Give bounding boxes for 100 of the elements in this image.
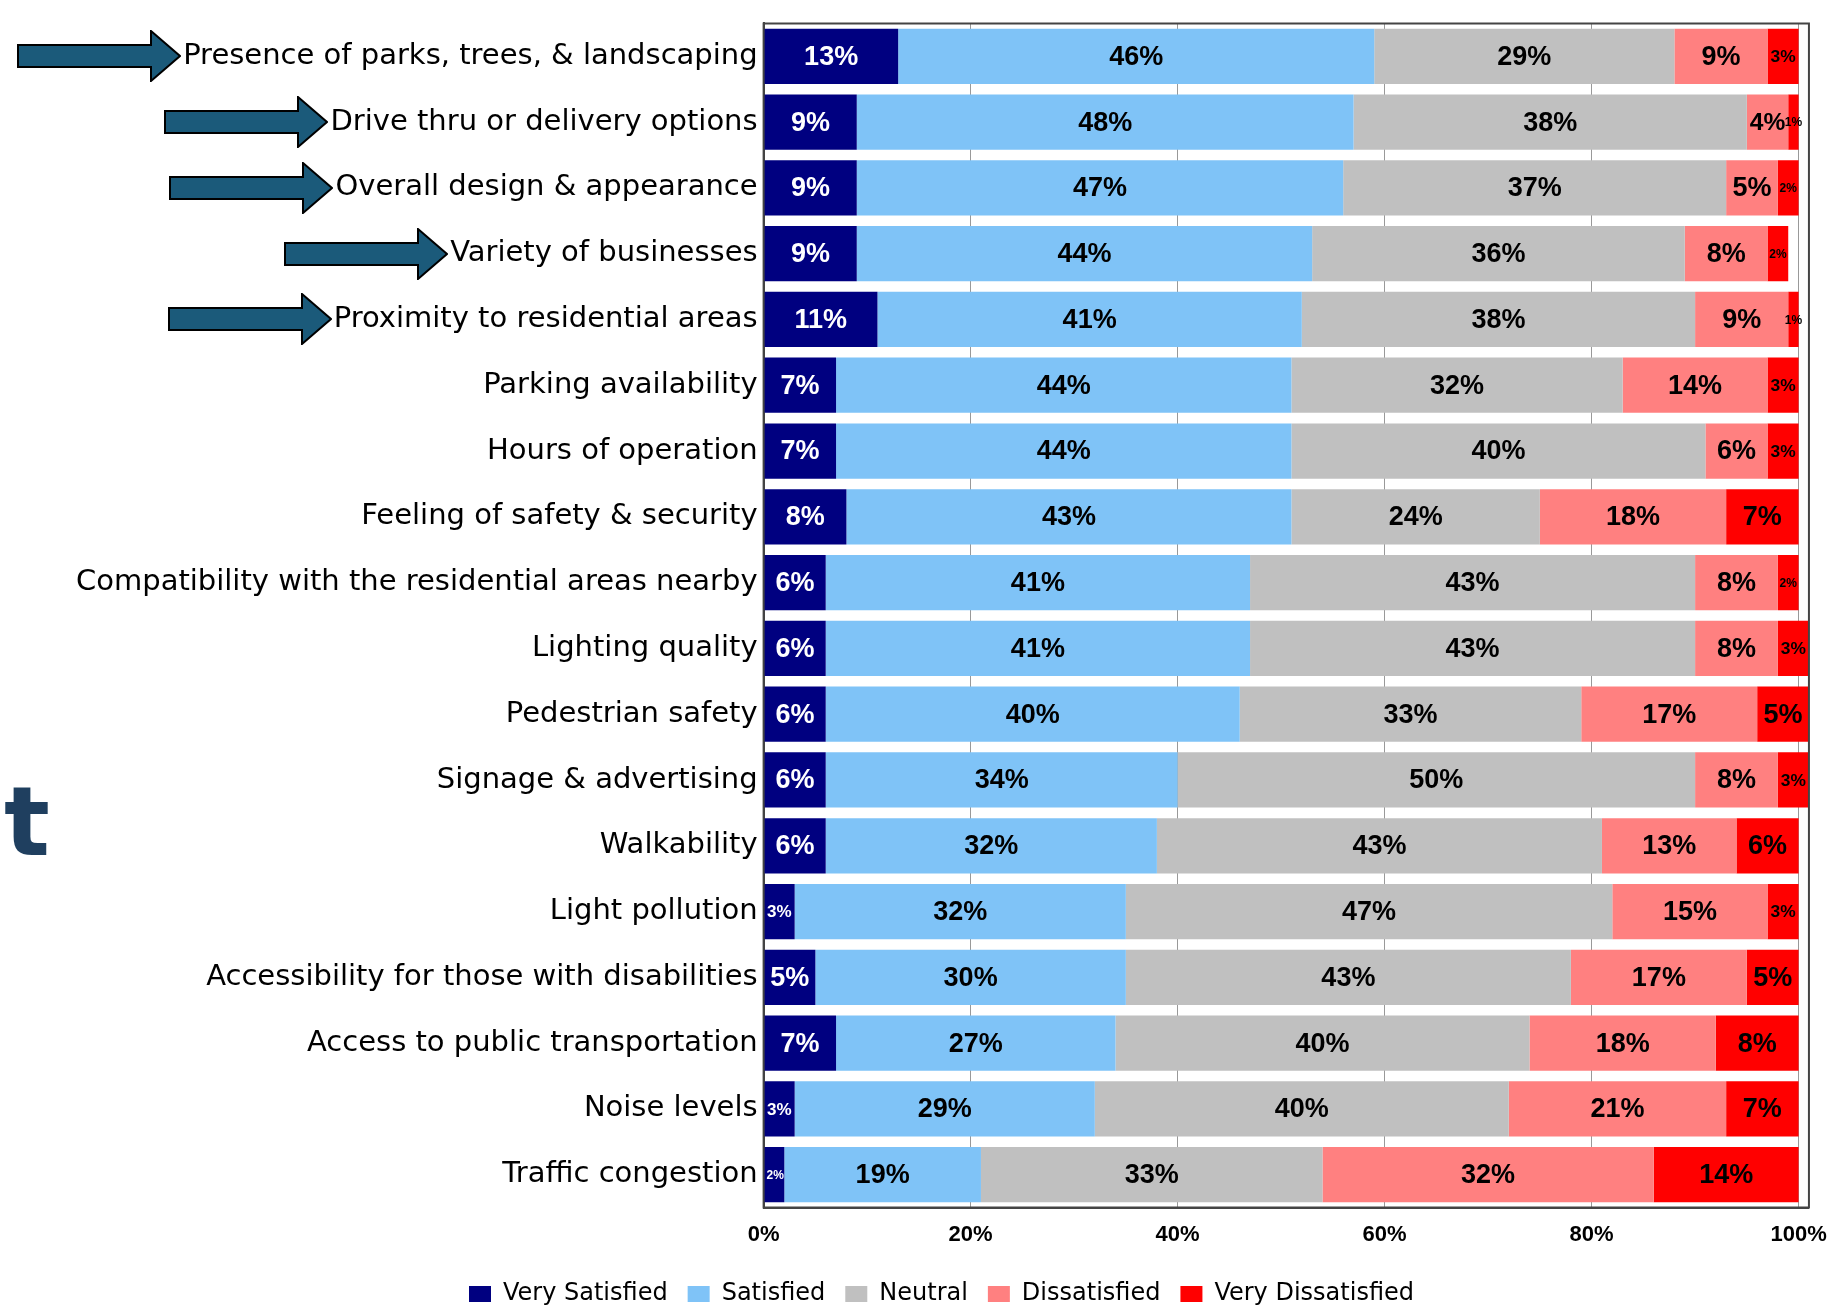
data-label: 8% [1706,238,1746,269]
y-tick-label: Parking availability [483,365,758,400]
bar [1777,160,1799,216]
bar [764,291,878,348]
data-label: 2% [1779,575,1798,590]
bar [856,94,1354,150]
data-label: 6% [775,830,815,861]
y-tick-label: Drive thru or delivery options [330,102,758,137]
data-label: 32% [1430,369,1485,400]
bar [836,357,1292,413]
data-label: 43% [1321,961,1376,992]
bar [1695,752,1778,808]
data-label: 32% [1461,1159,1516,1190]
data-label: 48% [1078,106,1133,137]
bar [794,1081,1095,1137]
bar [1312,226,1685,282]
data-label: 7% [780,435,820,466]
data-label: 43% [1445,567,1500,598]
data-label: 18% [1595,1027,1650,1058]
data-label: 2% [1779,181,1798,196]
data-label: 14% [1668,369,1723,400]
data-label: 32% [964,830,1019,861]
legend-label: Very Satisfied [502,1278,668,1307]
legend-label: Very Dissatisfied [1214,1278,1415,1307]
bar [1726,489,1799,545]
data-label: 8% [1737,1027,1777,1058]
y-tick-label: Proximity to residential areas [333,299,758,334]
bar [764,1015,837,1071]
y-tick-label: Walkability [599,826,758,861]
bar [1156,818,1602,874]
bar [856,226,1313,282]
y-tick-label: Variety of businesses [450,234,758,269]
bar [784,1147,981,1203]
data-label: 5% [1763,698,1803,729]
bar [1125,883,1613,940]
data-label: 6% [775,764,815,795]
y-tick-label: Accessibility for those with disabilities [206,957,758,992]
x-tick-label: 20% [948,1220,993,1246]
bar [1094,1081,1509,1137]
bar [794,883,1126,940]
data-label: 8% [1716,567,1757,598]
bar [825,554,1251,611]
bar [846,489,1292,545]
data-label: 47% [1072,172,1127,203]
data-label: 32% [933,896,988,926]
bar [980,1147,1323,1203]
bar [1581,686,1758,742]
data-label: 21% [1590,1093,1645,1124]
data-label: 34% [974,764,1029,795]
y-tick-label: Feeling of safety & security [361,497,758,532]
data-label: 7% [780,369,820,400]
bar [764,94,857,150]
bar [1508,1081,1727,1137]
bar [1539,489,1727,545]
bar [1653,1147,1799,1203]
data-label: 3% [1780,638,1806,659]
data-label: 8% [785,501,825,532]
data-label: 50% [1409,764,1464,795]
bar [1291,489,1540,545]
data-label: 29% [917,1093,972,1124]
bar [1125,949,1571,1005]
data-label: 2% [1769,246,1787,261]
data-label: 37% [1507,172,1562,203]
bar [898,28,1375,84]
data-label: 4% [1749,107,1786,135]
data-label: 6% [775,567,815,598]
data-label: 3% [767,1099,792,1119]
bar [815,949,1126,1005]
x-tick-label: 0% [747,1220,780,1246]
data-label: 13% [804,40,859,71]
data-label: 9% [1722,303,1762,334]
bar [764,226,857,282]
data-label: 9% [1701,40,1741,71]
data-label: 3% [767,902,792,922]
data-label: 40% [1471,435,1526,466]
data-label: 17% [1642,698,1697,729]
bar [1177,752,1696,808]
bar [1322,1147,1654,1203]
bar [1374,28,1675,84]
y-tick-label: Light pollution [549,892,758,927]
x-tick-label: 80% [1569,1220,1614,1246]
data-label: 44% [1036,369,1091,400]
data-label: 5% [770,961,810,992]
data-label: 41% [1010,567,1065,598]
data-label: 6% [775,698,815,729]
y-tick-label: Signage & advertising [436,760,758,795]
data-label: 13% [1642,830,1697,861]
data-label: 38% [1523,106,1578,137]
bar [1291,357,1623,413]
data-label: 43% [1445,632,1500,663]
bar [1343,160,1727,216]
bar [1353,94,1747,150]
bar [1250,554,1696,611]
bar [836,1015,1116,1071]
data-label: 17% [1631,961,1686,992]
data-label: 8% [1716,764,1757,795]
bar [1622,357,1768,413]
bar [1777,554,1799,611]
y-tick-label: Hours of operation [487,431,758,466]
data-label: 5% [1732,172,1772,203]
